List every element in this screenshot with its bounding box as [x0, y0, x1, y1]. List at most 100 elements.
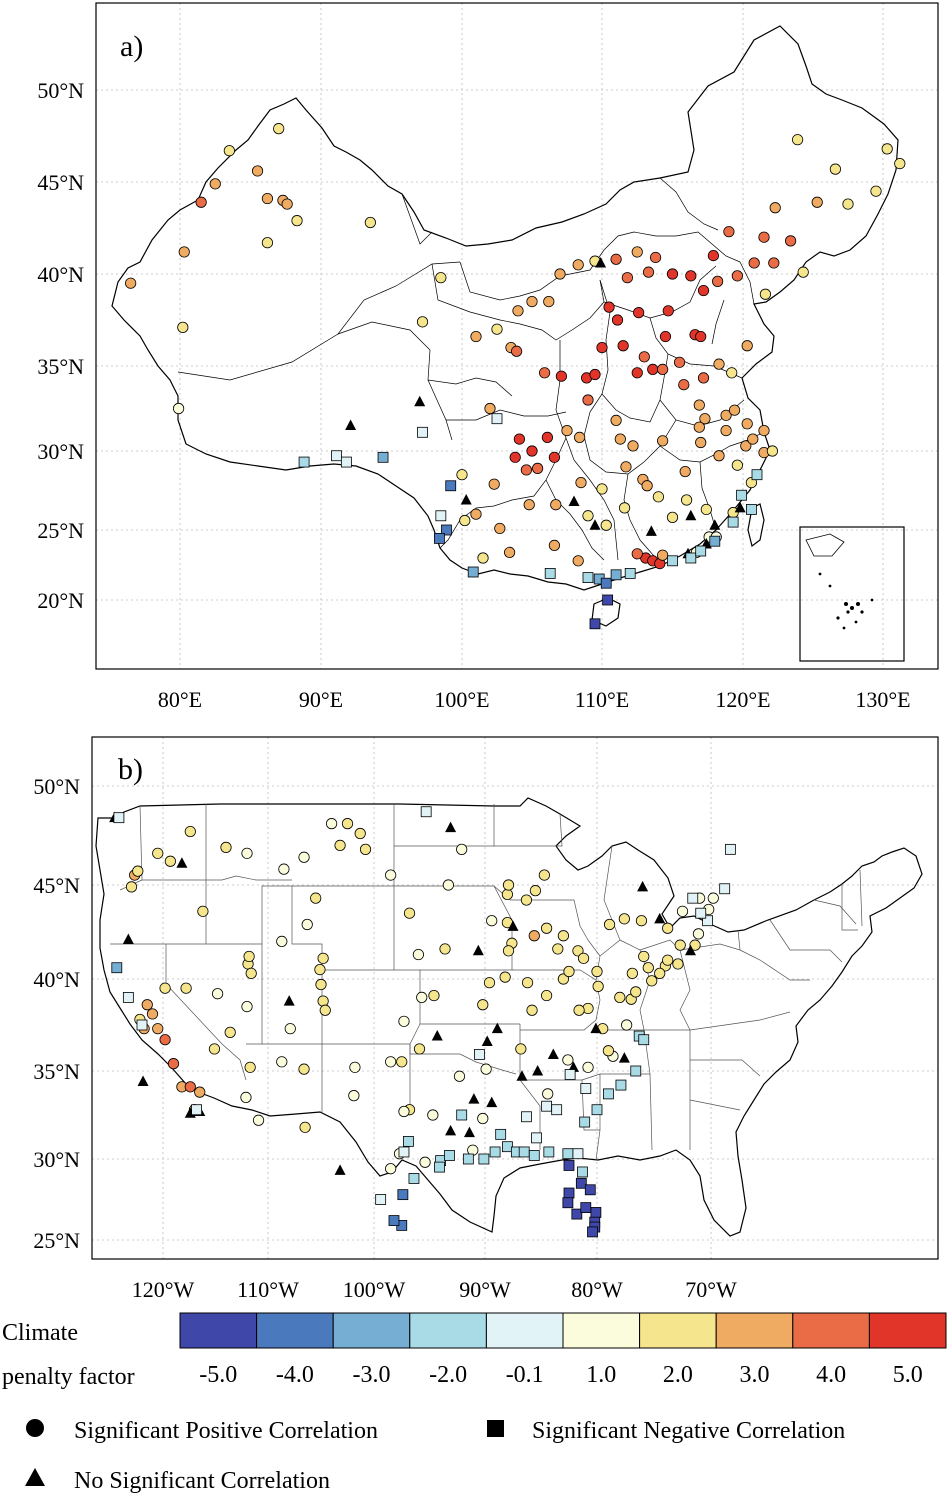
panel-b-frame [91, 736, 939, 1260]
station-circle-marker [540, 989, 553, 1002]
station-circle-marker [520, 464, 533, 476]
colorbar-tick-label: 5.0 [893, 1362, 923, 1388]
station-circle-marker [693, 421, 705, 433]
station-circle-marker [630, 986, 642, 998]
station-circle-marker [635, 915, 648, 927]
station-circle-marker [726, 367, 738, 379]
station-circle-marker [483, 977, 496, 989]
colorbar-tick-label: 4.0 [816, 1362, 846, 1388]
station-square-marker [478, 1153, 490, 1165]
station-circle-marker [526, 295, 538, 308]
station-circle-marker [657, 363, 669, 375]
station-circle-marker [642, 962, 654, 974]
station-square-marker [191, 1104, 203, 1116]
colorbar-tick-label: -4.0 [276, 1362, 314, 1388]
colorbar-swatch [409, 1312, 487, 1349]
station-square-marker [122, 992, 134, 1003]
station-circle-marker [396, 1056, 408, 1068]
station-circle-marker [453, 1070, 466, 1082]
station-circle-marker [477, 1112, 489, 1125]
china-province-boundaries [177, 177, 765, 561]
station-circle-marker [692, 928, 705, 940]
station-circle-marker [317, 995, 329, 1007]
colorbar-tick-label: -3.0 [353, 1362, 391, 1388]
latitude-tick-label: 50°N [33, 774, 80, 799]
colorbar-tick-label: -2.0 [429, 1362, 467, 1388]
station-circle-marker [829, 163, 842, 175]
station-circle-marker [563, 965, 575, 978]
station-circle-marker [685, 270, 697, 282]
legend-circle-label: Significant Positive Correlation [74, 1418, 378, 1444]
station-circle-marker [528, 930, 540, 942]
station-circle-marker [842, 198, 854, 210]
station-circle-marker [720, 409, 732, 421]
station-circle-marker [509, 451, 521, 463]
station-circle-marker [141, 999, 153, 1011]
station-circle-marker [797, 266, 809, 278]
circle-marker-icon [26, 1419, 44, 1437]
station-circle-marker [577, 952, 590, 964]
station-circle-marker [413, 1043, 426, 1055]
station-square-marker [709, 535, 721, 547]
station-circle-marker [209, 178, 221, 190]
latitude-tick-label: 35°N [37, 354, 84, 379]
station-circle-marker [398, 1105, 410, 1118]
station-square-marker [111, 962, 123, 974]
station-circle-marker [548, 539, 561, 552]
latitude-tick-label: 50°N [37, 78, 84, 103]
station-square-marker [403, 1136, 414, 1147]
station-circle-marker [713, 358, 725, 370]
panel-a-longitude-ticks: 80°E 90°E 100°E 110°E 120°E 130°E [158, 687, 911, 712]
station-circle-marker [125, 277, 137, 289]
station-triangle-marker [684, 944, 696, 956]
station-circle-marker [325, 818, 338, 830]
station-circle-marker [582, 510, 594, 522]
station-triangle-marker [637, 880, 649, 892]
station-square-marker [667, 555, 678, 567]
panel-a-gridlines [96, 3, 938, 669]
station-circle-marker [548, 451, 561, 463]
station-circle-marker [894, 158, 906, 170]
station-circle-marker [538, 367, 551, 379]
station-circle-marker [276, 1056, 288, 1068]
station-circle-marker [244, 1061, 256, 1073]
longitude-tick-label: 120°W [132, 1277, 195, 1302]
station-square-marker [587, 1226, 598, 1238]
station-square-marker [528, 1150, 540, 1161]
latitude-tick-label: 25°N [33, 1228, 80, 1253]
station-triangle-marker [334, 1164, 346, 1175]
station-square-marker [584, 1184, 596, 1196]
station-circle-marker [572, 259, 584, 271]
longitude-tick-label: 90°W [459, 1277, 511, 1302]
station-circle-marker [180, 982, 192, 994]
station-square-marker [434, 533, 445, 544]
station-circle-marker [552, 943, 564, 955]
station-circle-marker [245, 967, 257, 979]
panel-a-china-map: a) 50°N 45°N 40°N 35°N 30°N 25°N 20°N 80°E 90°E… [37, 2, 939, 712]
panel-b-gridlines [92, 737, 938, 1259]
station-circle-marker [132, 865, 144, 877]
colorbar-swatch [715, 1312, 794, 1349]
station-circle-marker [676, 905, 689, 917]
station-triangle-marker [654, 912, 666, 924]
station-triangle-marker [176, 857, 188, 868]
station-circle-marker [470, 330, 482, 343]
station-circle-marker [184, 825, 196, 838]
station-square-marker [298, 456, 310, 468]
station-circle-marker [610, 414, 622, 426]
colorbar-tick-label: -0.1 [506, 1362, 544, 1388]
station-square-marker [531, 1132, 542, 1144]
station-circle-marker [359, 843, 372, 855]
station-circle-marker [657, 549, 669, 561]
station-square-marker [591, 1104, 603, 1116]
latitude-tick-label: 40°N [37, 262, 84, 287]
station-circle-marker [620, 461, 632, 473]
station-circle-marker [638, 950, 650, 963]
station-circle-marker [741, 418, 753, 430]
station-circle-marker [572, 945, 584, 957]
station-circle-marker [672, 958, 684, 970]
station-circle-marker [621, 272, 633, 284]
station-triangle-marker [589, 519, 601, 530]
station-square-marker [580, 1083, 592, 1094]
station-circle-marker [557, 973, 570, 985]
